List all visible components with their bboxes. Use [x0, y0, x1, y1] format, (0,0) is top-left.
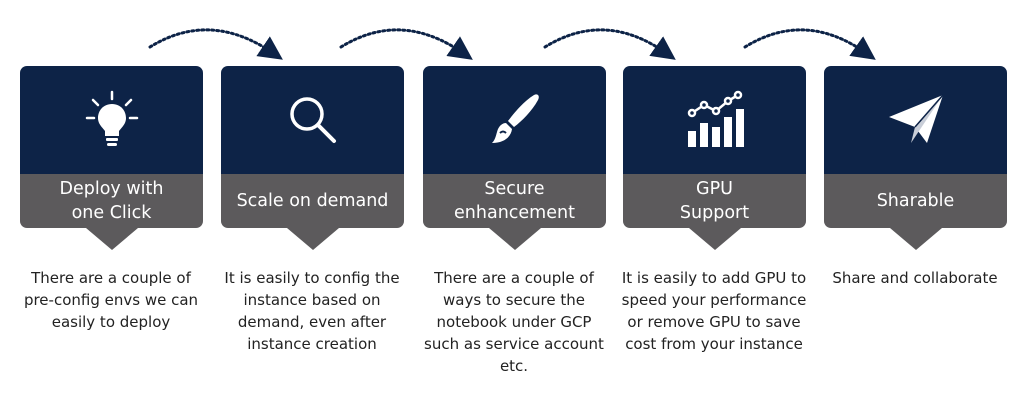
flow-arrow-3: [543, 28, 676, 60]
step-title: Secure enhancement: [454, 179, 575, 223]
growth-chart-icon: [687, 90, 744, 147]
step-description-share: Share and collaborate: [832, 269, 998, 287]
step-card-header: [221, 66, 404, 174]
step-card-title-bar: Scale on demand: [221, 174, 404, 228]
step-pointer: [286, 228, 339, 250]
step-card-title-bar: GPU Support: [623, 174, 806, 228]
step-description-scale: It is easily to config the instance base…: [224, 269, 400, 353]
brush-icon: [491, 94, 539, 143]
step-pointer: [889, 228, 942, 250]
step-title: Sharable: [876, 191, 955, 211]
step-description-deploy: There are a couple of pre-config envs we…: [23, 269, 199, 331]
paper-plane-icon: [888, 94, 944, 143]
step-card-gpu: GPU Support: [623, 66, 806, 250]
step-description-gpu: It is easily to add GPU to speed your pe…: [621, 269, 807, 353]
step-pointer: [85, 228, 138, 250]
flow-arrow-1: [148, 28, 283, 60]
step-title: Deploy with one Click: [59, 179, 164, 223]
step-card-deploy: Deploy with one Click: [20, 66, 203, 250]
step-card-scale: Scale on demand: [221, 66, 404, 250]
step-card-secure: Secure enhancement: [423, 66, 606, 250]
flow-arrows: [148, 28, 876, 60]
step-card-share: Sharable: [824, 66, 1007, 250]
flow-arrow-4: [743, 28, 876, 60]
lightbulb-icon: [85, 90, 138, 146]
step-card-header: [423, 66, 606, 174]
magnifier-icon: [289, 97, 336, 143]
step-pointer: [488, 228, 541, 250]
step-card-title-bar: Sharable: [824, 174, 1007, 228]
flow-arrow-2: [339, 28, 473, 60]
step-card-header: [623, 66, 806, 174]
step-card-header: [824, 66, 1007, 174]
step-title: Scale on demand: [236, 191, 389, 211]
step-title: GPU Support: [679, 179, 750, 223]
step-card-header: [20, 66, 203, 174]
step-description-secure: There are a couple of ways to secure the…: [424, 269, 604, 375]
step-card-title-bar: Deploy with one Click: [20, 174, 203, 228]
step-pointer: [688, 228, 741, 250]
step-card-title-bar: Secure enhancement: [423, 174, 606, 228]
